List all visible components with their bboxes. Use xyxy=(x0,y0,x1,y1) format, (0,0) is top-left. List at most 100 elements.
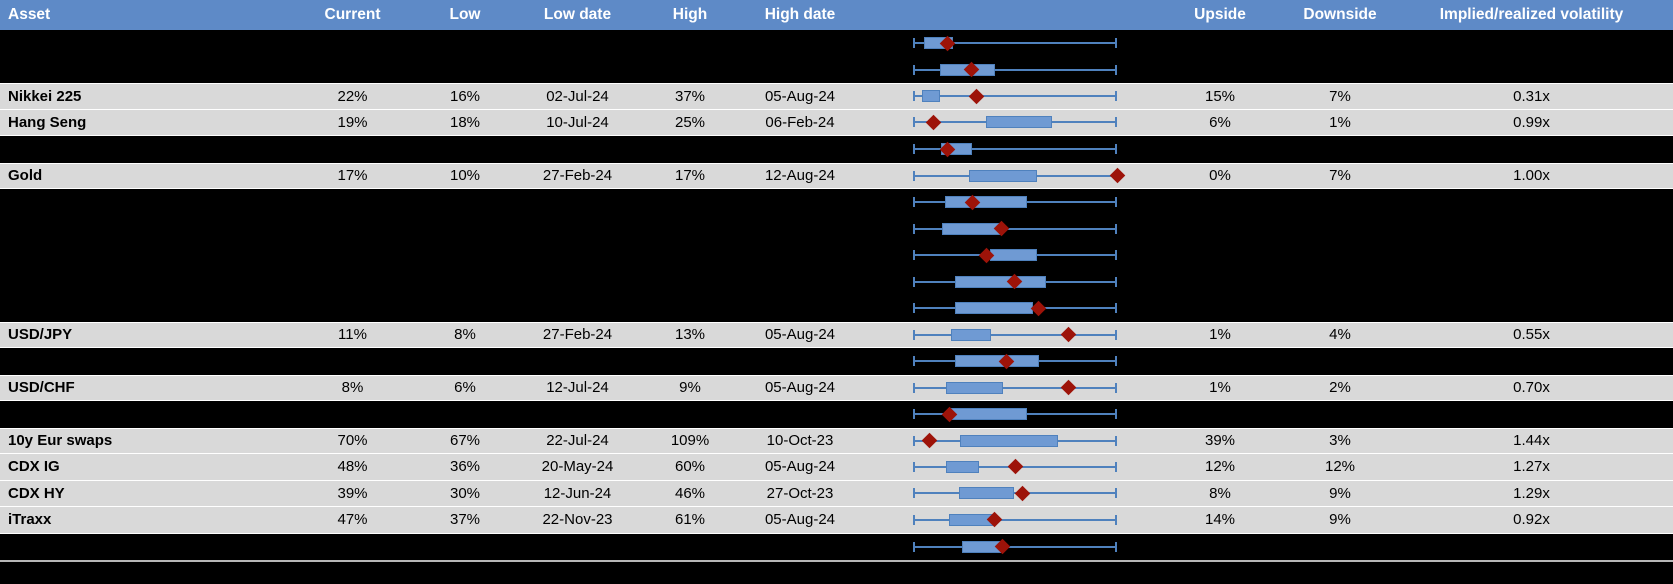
table-header: Asset Current Low Low date High High dat… xyxy=(0,0,1673,30)
cell-range-plot xyxy=(855,136,1150,162)
table-row-redacted xyxy=(0,56,1673,83)
cell-downside: 7% xyxy=(1329,87,1351,105)
cell-low-date: 22-Jul-24 xyxy=(546,432,609,450)
table-row: CDX IG 48% 36% 20-May-24 60% 05-Aug-24 12% 12% 1… xyxy=(0,454,1673,481)
cell-range-plot xyxy=(855,216,1150,242)
cell-high: 60% xyxy=(674,458,706,476)
whisker-cap-high xyxy=(1115,514,1117,525)
table-row-redacted xyxy=(0,533,1673,560)
table-body: Nikkei 225 22% 16% 02-Jul-24 37% 05-Aug-24 15%… xyxy=(0,30,1673,560)
whisker-cap-low xyxy=(913,356,915,367)
range-plot xyxy=(913,375,1117,401)
column-header-downside: Downside xyxy=(1303,6,1377,23)
range-box xyxy=(955,302,1034,315)
whisker-cap-low xyxy=(913,144,915,155)
cell-high-date: 05-Aug-24 xyxy=(764,511,836,529)
cell-downside: 4% xyxy=(1329,326,1351,344)
cell-implied-realized-volatility: 1.27x xyxy=(1513,458,1550,476)
cell-range-plot xyxy=(855,348,1150,374)
cell-current: 39% xyxy=(337,484,368,502)
cell-asset: USD/JPY xyxy=(8,326,73,344)
cell-upside: 15% xyxy=(1204,87,1236,105)
cell-low: 16% xyxy=(449,87,481,105)
table-row: Gold 17% 10% 27-Feb-24 17% 12-Aug-24 0% 7% 1.00x xyxy=(0,162,1673,189)
column-header-low-date: Low date xyxy=(543,6,612,23)
table-row: iTraxx 47% 37% 22-Nov-23 61% 05-Aug-24 14% 9% 0.… xyxy=(0,507,1673,534)
whisker-cap-high xyxy=(1115,488,1117,499)
whisker-line xyxy=(913,68,1117,71)
table-row: CDX HY 39% 30% 12-Jun-24 46% 27-Oct-23 8% 9% 1.2… xyxy=(0,480,1673,507)
cell-range-plot xyxy=(855,480,1150,506)
cell-implied-realized-volatility: 1.29x xyxy=(1513,484,1550,502)
whisker-cap-high xyxy=(1115,38,1117,49)
whisker-cap-low xyxy=(913,329,915,340)
current-value-diamond-icon xyxy=(1060,326,1076,343)
range-plot xyxy=(913,30,1117,56)
cell-low: 37% xyxy=(449,511,481,529)
cell-downside: 9% xyxy=(1329,511,1351,529)
cell-downside: 3% xyxy=(1329,432,1351,450)
range-plot xyxy=(913,401,1117,427)
current-value-diamond-icon xyxy=(968,88,985,105)
whisker-line xyxy=(913,333,1117,336)
range-plot xyxy=(913,57,1117,83)
cell-asset: USD/CHF xyxy=(8,379,75,397)
cell-asset: Hang Seng xyxy=(8,113,87,131)
table-row-redacted xyxy=(0,268,1673,295)
cell-high: 37% xyxy=(674,87,706,105)
whisker-cap-high xyxy=(1115,409,1117,420)
range-box xyxy=(945,460,979,473)
table-row: USD/CHF 8% 6% 12-Jul-24 9% 05-Aug-24 1% 2% 0.70x xyxy=(0,374,1673,401)
cell-current: 8% xyxy=(341,379,364,397)
range-plot xyxy=(913,242,1117,268)
range-plot xyxy=(913,428,1117,454)
cell-implied-realized-volatility: 0.99x xyxy=(1513,113,1550,131)
table-row-redacted xyxy=(0,189,1673,216)
range-plot xyxy=(913,534,1117,560)
cell-high-date: 05-Aug-24 xyxy=(764,379,836,397)
cell-range-plot xyxy=(855,507,1150,533)
cell-implied-realized-volatility: 1.00x xyxy=(1513,167,1550,185)
range-box xyxy=(921,90,940,103)
cell-low: 8% xyxy=(454,326,476,344)
range-box xyxy=(959,434,1058,447)
cell-low: 6% xyxy=(454,379,476,397)
whisker-cap-low xyxy=(913,514,915,525)
whisker-cap-low xyxy=(913,170,915,181)
cell-range-plot xyxy=(855,57,1150,83)
range-box xyxy=(955,355,1040,368)
current-value-diamond-icon xyxy=(925,114,942,131)
cell-low: 10% xyxy=(449,167,481,185)
cell-low: 67% xyxy=(449,432,481,450)
cell-range-plot xyxy=(855,189,1150,215)
cell-high-date: 05-Aug-24 xyxy=(764,326,836,344)
table-row: USD/JPY 11% 8% 27-Feb-24 13% 05-Aug-24 1% 4% 0.5… xyxy=(0,321,1673,348)
cell-high: 46% xyxy=(674,484,706,502)
whisker-cap-high xyxy=(1115,144,1117,155)
cell-high: 17% xyxy=(674,167,706,185)
cell-downside: 1% xyxy=(1329,113,1351,131)
whisker-cap-low xyxy=(913,197,915,208)
column-header-low: Low xyxy=(449,6,481,23)
cell-asset: Nikkei 225 xyxy=(8,87,82,105)
cell-high: 25% xyxy=(674,113,706,131)
cell-upside: 14% xyxy=(1204,511,1236,529)
whisker-cap-high xyxy=(1115,461,1117,472)
range-box xyxy=(950,328,991,341)
cell-implied-realized-volatility: 0.70x xyxy=(1513,379,1550,397)
range-box xyxy=(989,249,1038,262)
cell-upside: 12% xyxy=(1204,458,1236,476)
cell-range-plot xyxy=(855,375,1150,401)
range-plot xyxy=(913,216,1117,242)
cell-current: 22% xyxy=(337,87,368,105)
whisker-line xyxy=(913,148,1117,151)
whisker-cap-low xyxy=(913,409,915,420)
cell-current: 48% xyxy=(337,458,368,476)
whisker-cap-high xyxy=(1115,223,1117,234)
cell-high-date: 27-Oct-23 xyxy=(766,484,834,502)
whisker-cap-low xyxy=(913,223,915,234)
whisker-line xyxy=(913,545,1117,548)
cell-high-date: 05-Aug-24 xyxy=(764,87,836,105)
range-plot xyxy=(913,507,1117,533)
cell-upside: 6% xyxy=(1209,113,1231,131)
